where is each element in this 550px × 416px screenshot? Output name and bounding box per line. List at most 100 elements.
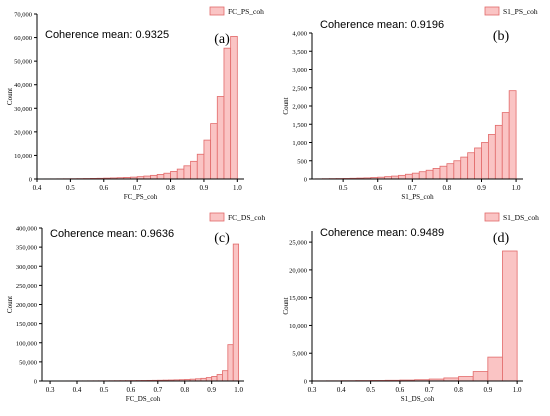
histogram-bar bbox=[419, 172, 426, 179]
x-tick-label: 0.7 bbox=[153, 386, 162, 394]
histogram-bar bbox=[212, 376, 217, 381]
histogram-bar bbox=[473, 372, 488, 381]
histogram-bars bbox=[312, 251, 517, 381]
x-axis-label: FC_DS_coh bbox=[126, 395, 161, 403]
y-tick-label: 50,000 bbox=[14, 59, 32, 66]
x-axis-label: FC_PS_coh bbox=[124, 193, 158, 201]
x-tick-label: 0.7 bbox=[425, 386, 434, 394]
histogram-bar bbox=[426, 170, 433, 179]
histogram-bar bbox=[488, 134, 495, 179]
y-axis-label: Count bbox=[282, 97, 290, 114]
y-tick-label: 200,000 bbox=[16, 302, 37, 309]
y-tick-label: 60,000 bbox=[14, 35, 32, 42]
y-tick-label: 100,000 bbox=[16, 340, 37, 347]
y-tick-label: 3,500 bbox=[292, 49, 307, 56]
legend-label: FC_DS_coh bbox=[228, 213, 265, 222]
histogram-bar bbox=[157, 174, 164, 179]
y-tick-label: 300,000 bbox=[16, 264, 37, 271]
histogram-bar bbox=[461, 157, 468, 179]
histogram-bar bbox=[509, 91, 516, 179]
panel-label: (c) bbox=[214, 231, 230, 246]
histogram-bar bbox=[206, 378, 211, 381]
y-tick-label: 10,000 bbox=[289, 323, 307, 330]
legend-swatch bbox=[485, 7, 499, 15]
y-tick-label: 2,500 bbox=[292, 85, 307, 92]
histogram-bar bbox=[151, 175, 158, 179]
panel-label: (a) bbox=[214, 32, 230, 47]
x-axis-label: S1_DS_coh bbox=[401, 395, 435, 403]
y-tick-label: 0 bbox=[29, 177, 32, 184]
histogram-bar bbox=[440, 166, 447, 179]
histogram-bar bbox=[398, 175, 405, 179]
x-tick-label: 0.5 bbox=[66, 184, 75, 192]
y-tick-label: 15,000 bbox=[289, 295, 307, 302]
histogram-bar bbox=[468, 153, 475, 179]
x-tick-label: 0.5 bbox=[339, 184, 348, 192]
y-tick-label: 25,000 bbox=[289, 240, 307, 247]
x-tick-label: 0.7 bbox=[408, 184, 417, 192]
x-tick-label: 0.8 bbox=[180, 386, 189, 394]
y-tick-label: 400,000 bbox=[16, 226, 37, 233]
x-tick-label: 0.5 bbox=[100, 386, 109, 394]
x-tick-label: 0.7 bbox=[133, 184, 142, 192]
histogram-bar bbox=[177, 169, 184, 179]
y-axis-label: Count bbox=[6, 88, 14, 105]
y-tick-label: 0 bbox=[34, 379, 37, 386]
legend-label: S1_PS_coh bbox=[503, 7, 538, 16]
histogram-bar bbox=[502, 113, 509, 179]
legend-label: S1_DS_coh bbox=[503, 213, 539, 222]
y-tick-label: 20,000 bbox=[289, 267, 307, 274]
histogram-bar bbox=[502, 251, 517, 381]
histogram-bar bbox=[405, 174, 412, 179]
histogram-bar bbox=[184, 166, 191, 179]
histogram-b-svg: 05001,0001,5002,0002,5003,0003,5004,0000… bbox=[275, 0, 550, 205]
y-axis-label: Count bbox=[282, 297, 290, 314]
histogram-bar bbox=[447, 164, 454, 179]
histogram-bar bbox=[224, 48, 231, 179]
coherence-mean-annotation: Coherence mean: 0.9636 bbox=[50, 228, 174, 240]
y-tick-label: 4,000 bbox=[292, 31, 307, 38]
histogram-bar bbox=[164, 173, 171, 179]
histogram-bar bbox=[459, 377, 474, 381]
x-tick-label: 0.4 bbox=[337, 386, 346, 394]
coherence-mean-annotation: Coherence mean: 0.9196 bbox=[320, 19, 444, 31]
panel-label: (d) bbox=[493, 231, 510, 246]
histogram-bar bbox=[217, 97, 224, 180]
y-tick-label: 3,000 bbox=[292, 67, 307, 74]
y-tick-label: 0 bbox=[304, 177, 307, 184]
histogram-bar bbox=[454, 161, 461, 179]
histogram-bar bbox=[191, 161, 198, 179]
legend-swatch bbox=[485, 213, 499, 221]
histogram-bar bbox=[228, 345, 233, 381]
x-tick-label: 0.9 bbox=[483, 386, 492, 394]
y-tick-label: 5,000 bbox=[292, 351, 307, 358]
y-tick-label: 150,000 bbox=[16, 321, 37, 328]
y-tick-label: 1,500 bbox=[292, 122, 307, 129]
y-tick-label: 70,000 bbox=[14, 12, 32, 19]
legend: FC_DS_coh bbox=[210, 213, 265, 222]
histogram-bars bbox=[44, 36, 238, 179]
y-tick-label: 2,000 bbox=[292, 104, 307, 111]
x-tick-label: 0.6 bbox=[127, 386, 136, 394]
x-tick-label: 1.0 bbox=[512, 184, 521, 192]
histogram-bar bbox=[412, 173, 419, 179]
histogram-bar bbox=[171, 171, 178, 179]
y-tick-label: 20,000 bbox=[14, 129, 32, 136]
histogram-bar bbox=[204, 140, 211, 179]
histogram-bar bbox=[488, 357, 503, 381]
x-tick-label: 0.6 bbox=[373, 184, 382, 192]
x-tick-label: 0.6 bbox=[99, 184, 108, 192]
coherence-mean-annotation: Coherence mean: 0.9325 bbox=[45, 29, 169, 41]
legend-swatch bbox=[210, 213, 224, 221]
histogram-bar bbox=[231, 36, 238, 179]
y-tick-label: 40,000 bbox=[14, 82, 32, 89]
histogram-bar bbox=[217, 374, 222, 381]
y-tick-label: 30,000 bbox=[14, 106, 32, 113]
y-tick-label: 350,000 bbox=[16, 245, 37, 252]
x-tick-label: 1.0 bbox=[513, 386, 522, 394]
histogram-c-svg: 050,000100,000150,000200,000250,000300,0… bbox=[0, 206, 275, 411]
legend: FC_PS_coh bbox=[210, 7, 264, 16]
